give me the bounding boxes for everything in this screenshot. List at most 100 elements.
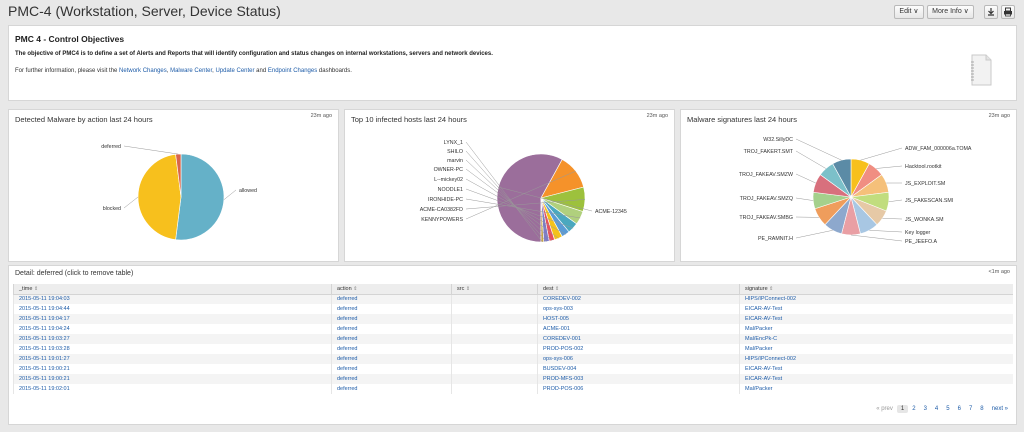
cell-dest[interactable]: HOST-005 <box>537 314 740 324</box>
cell-dest[interactable]: ops-sys-006 <box>537 354 740 364</box>
update-center-link[interactable]: Update Center <box>215 68 255 74</box>
cell-time[interactable]: 2015-05-11 19:01:27 <box>13 354 332 364</box>
cell-signature[interactable]: HIPS/IPConnect-002 <box>739 294 1013 304</box>
cell-src[interactable] <box>451 354 538 364</box>
cell-signature[interactable]: EICAR-AV-Test <box>739 364 1013 374</box>
table-row[interactable]: 2015-05-11 19:03:28 deferred PROD-POS-002 M… <box>13 344 1013 354</box>
cell-signature[interactable]: HIPS/IPConnect-002 <box>739 354 1013 364</box>
cell-src[interactable] <box>451 304 538 314</box>
cell-dest[interactable]: ops-sys-003 <box>537 304 740 314</box>
cell-dest[interactable]: COREDEV-002 <box>537 294 740 304</box>
malware-center-link[interactable]: Malware Center <box>170 68 213 74</box>
info-prefix: For further information, please visit th… <box>15 68 120 74</box>
detail-table: _time ⇕ action ⇕ src ⇕ dest ⇕ signature … <box>13 284 1013 394</box>
panel-title: Detected Malware by action last 24 hours <box>15 115 153 124</box>
cell-src[interactable] <box>451 384 538 394</box>
pager-page-1[interactable]: 1 <box>896 405 909 413</box>
column-header-signature[interactable]: signature ⇕ <box>739 284 1013 295</box>
table-row[interactable]: 2015-05-11 19:01:27 deferred ops-sys-006 HI… <box>13 354 1013 364</box>
slice-label: JS_FAKESCAN.SMI <box>905 198 953 204</box>
cell-src[interactable] <box>451 294 538 304</box>
slice-label: JS_EXPLOIT.SM <box>905 181 945 187</box>
table-row[interactable]: 2015-05-11 19:00:21 deferred PROD-MFS-003 E… <box>13 374 1013 384</box>
pager-page-2[interactable]: 2 <box>912 406 916 412</box>
pager-page-8[interactable]: 8 <box>980 406 984 412</box>
export-button[interactable] <box>984 5 998 19</box>
malware-by-action-pie-chart[interactable]: allowed blocked deferred <box>9 124 340 263</box>
cell-time[interactable]: 2015-05-11 19:03:27 <box>13 334 332 344</box>
table-row[interactable]: 2015-05-11 19:00:21 deferred BUSDEV-004 EIC… <box>13 364 1013 374</box>
pie-slice[interactable] <box>175 153 182 198</box>
table-row[interactable]: 2015-05-11 19:04:03 deferred COREDEV-002 HI… <box>13 294 1013 304</box>
cell-src[interactable] <box>451 334 538 344</box>
column-header-dest[interactable]: dest ⇕ <box>537 284 740 295</box>
table-row[interactable]: 2015-05-11 19:04:44 deferred ops-sys-003 EI… <box>13 304 1013 314</box>
cell-dest[interactable]: BUSDEV-004 <box>537 364 740 374</box>
cell-src[interactable] <box>451 314 538 324</box>
cell-time[interactable]: 2015-05-11 19:04:44 <box>13 304 332 314</box>
top-infected-hosts-pie-chart[interactable]: ACME-12345 KENNYPOWERS ACME-CA0382FD IRONHI… <box>345 124 676 263</box>
table-row[interactable]: 2015-05-11 19:04:17 deferred HOST-005 EICAR… <box>13 314 1013 324</box>
malware-signatures-pie-chart[interactable]: ADW_FAM_000006a.TOMA Hacktool.rootkit JS_E… <box>681 124 1018 263</box>
cell-time[interactable]: 2015-05-11 19:00:21 <box>13 374 332 384</box>
pager-prev-button[interactable]: « prev <box>876 406 893 412</box>
cell-src[interactable] <box>451 344 538 354</box>
cell-action[interactable]: deferred <box>331 314 452 324</box>
cell-dest[interactable]: PROD-POS-006 <box>537 384 740 394</box>
table-row[interactable]: 2015-05-11 19:02:01 deferred PROD-POS-006 M… <box>13 384 1013 394</box>
pager-page-3[interactable]: 3 <box>923 406 927 412</box>
pie-slice[interactable] <box>496 153 563 243</box>
table-row[interactable]: 2015-05-11 19:04:24 deferred ACME-001 Mal/P… <box>13 324 1013 334</box>
pie-slice[interactable] <box>175 153 225 241</box>
endpoint-changes-link[interactable]: Endpoint Changes <box>267 68 318 74</box>
cell-action[interactable]: deferred <box>331 324 452 334</box>
column-header-src[interactable]: src ⇕ <box>451 284 538 295</box>
cell-action[interactable]: deferred <box>331 384 452 394</box>
cell-signature[interactable]: Mal/Packer <box>739 384 1013 394</box>
cell-action[interactable]: deferred <box>331 304 452 314</box>
print-button[interactable] <box>1001 5 1015 19</box>
cell-src[interactable] <box>451 364 538 374</box>
table-row[interactable]: 2015-05-11 19:03:27 deferred COREDEV-001 Ma… <box>13 334 1013 344</box>
cell-dest[interactable]: ACME-001 <box>537 324 740 334</box>
cell-time[interactable]: 2015-05-11 19:04:17 <box>13 314 332 324</box>
cell-time[interactable]: 2015-05-11 19:04:03 <box>13 294 332 304</box>
cell-signature[interactable]: Mal/Packer <box>739 344 1013 354</box>
cell-time[interactable]: 2015-05-11 19:00:21 <box>13 364 332 374</box>
cell-dest[interactable]: COREDEV-001 <box>537 334 740 344</box>
slice-label: marvin <box>447 158 463 164</box>
control-objectives-panel: PMC 4 - Control Objectives The objective… <box>8 25 1017 101</box>
leader-line <box>882 218 903 220</box>
pager-page-5[interactable]: 5 <box>946 406 950 412</box>
panel-timestamp: <1m ago <box>988 269 1010 275</box>
column-header-action[interactable]: action ⇕ <box>331 284 452 295</box>
cell-time[interactable]: 2015-05-11 19:02:01 <box>13 384 332 394</box>
column-header-time[interactable]: _time ⇕ <box>13 284 332 295</box>
edit-button[interactable]: Edit ∨ <box>894 5 924 19</box>
cell-action[interactable]: deferred <box>331 294 452 304</box>
cell-src[interactable] <box>451 324 538 334</box>
cell-time[interactable]: 2015-05-11 19:03:28 <box>13 344 332 354</box>
pager-page-7[interactable]: 7 <box>968 406 973 412</box>
cell-src[interactable] <box>451 374 538 384</box>
network-changes-link[interactable]: Network Changes <box>119 68 167 74</box>
cell-action[interactable]: deferred <box>331 374 452 384</box>
pager-next-button[interactable]: next » <box>991 406 1008 412</box>
pie-slice[interactable] <box>137 154 182 240</box>
cell-signature[interactable]: EICAR-AV-Test <box>739 374 1013 384</box>
cell-action[interactable]: deferred <box>331 344 452 354</box>
cell-signature[interactable]: EICAR-AV-Test <box>739 304 1013 314</box>
pager-page-4[interactable]: 4 <box>934 406 939 412</box>
cell-signature[interactable]: Mal/EncPk-C <box>739 334 1013 344</box>
cell-signature[interactable]: Mal/Packer <box>739 324 1013 334</box>
cell-action[interactable]: deferred <box>331 364 452 374</box>
cell-dest[interactable]: PROD-POS-002 <box>537 344 740 354</box>
cell-action[interactable]: deferred <box>331 334 452 344</box>
cell-dest[interactable]: PROD-MFS-003 <box>537 374 740 384</box>
cell-signature[interactable]: EICAR-AV-Test <box>739 314 1013 324</box>
detail-title[interactable]: Detail: deferred (click to remove table) <box>15 270 134 277</box>
pager-page-6[interactable]: 6 <box>957 406 961 412</box>
cell-time[interactable]: 2015-05-11 19:04:24 <box>13 324 332 334</box>
cell-action[interactable]: deferred <box>331 354 452 364</box>
more-info-button[interactable]: More Info ∨ <box>927 5 974 19</box>
